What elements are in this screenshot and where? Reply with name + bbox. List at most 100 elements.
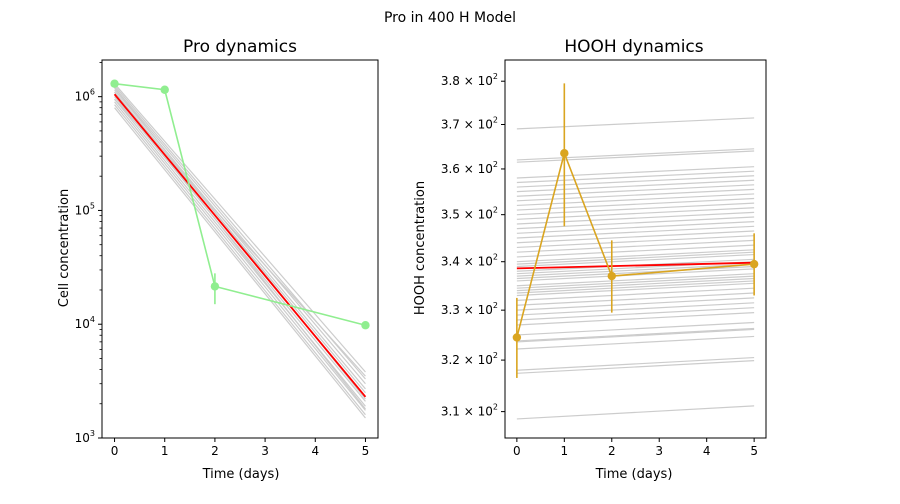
pro-y-tick-exp-3: 6: [90, 88, 95, 97]
hooh-x-tick-label-4: 4: [703, 444, 711, 458]
hooh-y-tick-label-7: 3.8 × 102: [441, 72, 498, 88]
hooh-ensemble-line-27: [516, 239, 755, 253]
hooh-ensemble-line-20: [516, 263, 755, 277]
hooh-y-axis-label: HOOH concentration: [413, 181, 428, 315]
hooh-ensemble-line-44: [516, 150, 755, 163]
pro-x-tick-label-4: 4: [311, 444, 319, 458]
hooh-y-tick-base-5: 3.6 × 10: [441, 162, 493, 176]
hooh-data-point-2: [607, 271, 616, 281]
pro-y-tick-base-0: 10: [75, 431, 90, 445]
hooh-y-tick-base-2: 3.3 × 10: [441, 303, 493, 317]
pro-x-axis-label: Time (days): [202, 467, 280, 482]
pro-y-tick-exp-2: 5: [90, 201, 95, 210]
hooh-plot-area: [512, 83, 759, 420]
pro-ensemble-line-7: [114, 98, 366, 407]
hooh-ensemble-line-23: [516, 253, 755, 268]
hooh-ensemble-line-39: [516, 184, 755, 197]
pro-y-tick-base-2: 10: [75, 203, 90, 217]
hooh-y-tick-exp-2: 2: [493, 301, 498, 310]
pro-y-tick-exp-0: 3: [90, 429, 95, 438]
pro-x-tick-label-3: 3: [261, 444, 269, 458]
hooh-ensemble-line-4: [516, 328, 755, 343]
hooh-data-line: [516, 150, 755, 338]
hooh-chart-title: HOOH dynamics: [564, 37, 703, 57]
hooh-y-tick-label-1: 3.2 × 102: [441, 351, 498, 367]
hooh-ensemble-line-30: [516, 225, 755, 239]
pro-ensemble-line-8: [114, 101, 366, 411]
hooh-axes-frame: [504, 59, 767, 439]
pro-y-tick-label-1: 104: [75, 315, 95, 331]
pro-x-tick-label-5: 5: [362, 444, 370, 458]
hooh-ensemble-line-37: [516, 193, 755, 207]
hooh-ensemble-line-26: [516, 244, 755, 258]
hooh-ensemble-line-34: [516, 207, 755, 220]
hooh-ensemble-line-38: [516, 188, 755, 202]
hooh-y-tick-base-4: 3.5 × 10: [441, 208, 493, 222]
hooh-y-tick-base-3: 3.4 × 10: [441, 255, 493, 269]
pro-plot-area: [110, 79, 370, 419]
pro-model-line: [113, 93, 367, 398]
hooh-y-tick-exp-4: 2: [493, 206, 498, 215]
hooh-y-tick-label-3: 3.4 × 102: [441, 253, 498, 269]
hooh-y-tick-exp-3: 2: [493, 253, 498, 262]
hooh-data-point-3: [749, 259, 759, 269]
hooh-ensemble-line-35: [516, 202, 755, 216]
hooh-ensemble-line-8: [516, 307, 755, 321]
hooh-x-axis-label: Time (days): [595, 467, 673, 482]
pro-chart-title: Pro dynamics: [183, 37, 297, 57]
hooh-ensemble-line-7: [516, 312, 755, 326]
pro-data-point-2: [210, 282, 220, 291]
hooh-ensemble-line-3: [516, 335, 755, 350]
hooh-ensemble-line-18: [516, 268, 755, 282]
figure-suptitle: Pro in 400 H Model: [384, 10, 516, 26]
pro-axes-frame: [101, 59, 379, 439]
pro-y-tick-exp-1: 4: [90, 315, 95, 324]
pro-ensemble-line-6: [114, 96, 366, 402]
pro-ensemble-line-10: [114, 107, 366, 419]
pro-ensemble-line-4: [114, 91, 366, 394]
hooh-x-tick-label-2: 2: [608, 444, 616, 458]
pro-y-tick-base-1: 10: [75, 317, 90, 331]
hooh-x-tick-label-3: 3: [655, 444, 663, 458]
pro-ensemble-line-9: [114, 104, 366, 416]
pro-y-tick-base-3: 10: [75, 90, 90, 104]
hooh-y-tick-exp-1: 2: [493, 351, 498, 360]
hooh-y-tick-label-2: 3.3 × 102: [441, 301, 498, 317]
hooh-y-tick-label-4: 3.5 × 102: [441, 206, 498, 222]
hooh-ensemble-line-19: [516, 265, 755, 280]
pro-y-tick-label-3: 106: [75, 88, 95, 104]
hooh-ensemble-line-36: [516, 197, 755, 211]
hooh-ensemble-line-29: [516, 230, 755, 244]
hooh-x-tick-label-0: 0: [513, 444, 521, 458]
hooh-ensemble-line-17: [516, 273, 755, 287]
pro-x-tick-label-1: 1: [161, 444, 169, 458]
hooh-y-tick-label-0: 3.1 × 102: [441, 403, 498, 419]
pro-x-tick-label-0: 0: [111, 444, 119, 458]
hooh-y-tick-base-0: 3.1 × 10: [441, 405, 493, 419]
hooh-ensemble-line-24: [516, 251, 755, 265]
hooh-ensemble-line-43: [516, 166, 755, 179]
pro-data-point-1: [160, 85, 169, 94]
hooh-ensemble-line-10: [516, 297, 755, 311]
hooh-ensemble-line-9: [516, 302, 755, 316]
hooh-y-tick-exp-5: 2: [493, 160, 498, 169]
hooh-data-point-0: [512, 333, 522, 342]
hooh-y-tick-label-6: 3.7 × 102: [441, 115, 498, 131]
hooh-ensemble-line-13: [516, 282, 755, 297]
hooh-ensemble-line-16: [516, 275, 755, 289]
hooh-ensemble-line-25: [516, 249, 755, 263]
pro-ensemble-line-2: [114, 87, 366, 385]
hooh-ensemble-line-2: [516, 356, 755, 371]
hooh-ensemble-line-12: [516, 287, 755, 301]
hooh-ensemble-line-42: [516, 170, 755, 184]
pro-data-point-0: [110, 79, 119, 88]
hooh-data-point-1: [560, 149, 569, 158]
hooh-y-tick-base-7: 3.8 × 10: [441, 74, 493, 88]
hooh-y-tick-base-1: 3.2 × 10: [441, 353, 493, 367]
pro-y-axis-label: Cell concentration: [57, 189, 72, 307]
pro-x-tick-label-2: 2: [211, 444, 219, 458]
hooh-y-tick-label-5: 3.6 × 102: [441, 160, 498, 176]
pro-data-line: [114, 82, 366, 326]
